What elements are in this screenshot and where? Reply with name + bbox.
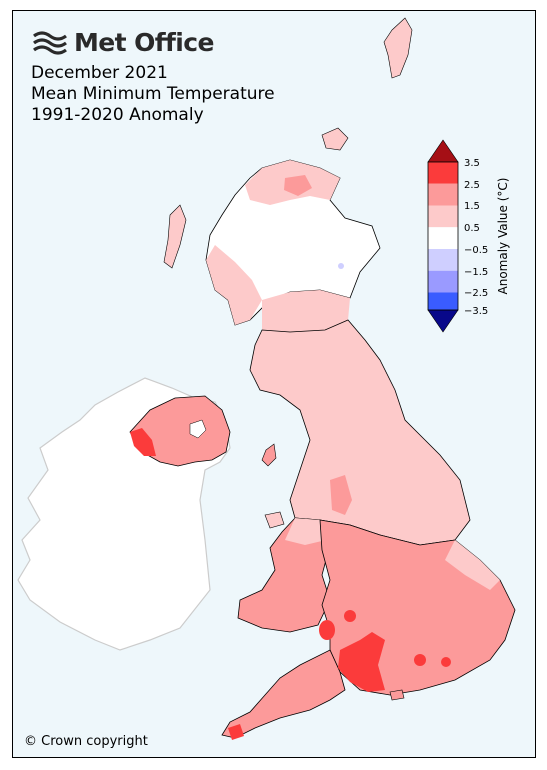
hampshire-warm-patch: [338, 632, 385, 692]
isle-of-wight: [389, 689, 405, 701]
colorbar: 3.5 2.5 1.5 0.5 −0.5 −1.5 −2.5 −3.5 Anom…: [427, 139, 510, 333]
colorbar-min-arrow: [427, 309, 459, 333]
colorbar-bin: [428, 183, 458, 206]
east-anglia-pale: [445, 540, 500, 590]
copyright-notice: © Crown copyright: [24, 734, 148, 749]
colorbar-bin: [428, 227, 458, 249]
colorbar-tick-label: 0.5: [464, 223, 480, 234]
map-title: December 2021 Mean Minimum Temperature 1…: [31, 63, 275, 126]
title-baseline: 1991-2020 Anomaly: [31, 105, 204, 125]
colorbar-max-arrow: [427, 139, 459, 163]
title-date: December 2021: [31, 63, 168, 83]
southern-scotland-north-england: [249, 319, 471, 546]
northern-ireland-warm-patch: [130, 428, 156, 456]
colorbar-tick-label: 2.5: [464, 180, 480, 191]
scotland-west-coast: [206, 245, 262, 325]
cornwall-warm-tip: [228, 724, 244, 740]
cotswolds-warm-spot: [344, 610, 356, 622]
cairngorms-cool-spot: [338, 263, 344, 269]
wales-north-pale: [285, 518, 326, 545]
colorbar-bin: [428, 249, 458, 271]
colorbar-title: Anomaly Value (°C): [496, 178, 510, 295]
colorbar-tick-label: −3.5: [464, 306, 488, 317]
isle-of-man: [261, 443, 277, 467]
colorbar-tick-label: −0.5: [464, 245, 488, 256]
colorbar-outline: [427, 161, 459, 311]
colorbar-tick-label: −2.5: [464, 288, 488, 299]
scotland-caithness-warm: [284, 175, 312, 196]
colorbar-tick-label: 1.5: [464, 201, 480, 212]
scotland-mid-band: [262, 290, 350, 332]
met-office-logo: Met Office: [32, 28, 214, 57]
colorbar-bin: [428, 162, 458, 184]
colorbar-bin: [428, 270, 458, 293]
severn-warm-spot: [319, 620, 335, 640]
orkney-islands: [321, 127, 349, 151]
surrey-warm-spot: [414, 654, 426, 666]
northern-ireland: [129, 395, 231, 467]
kent-warm-spot: [441, 657, 451, 667]
title-variable: Mean Minimum Temperature: [31, 84, 275, 104]
outer-hebrides: [163, 204, 187, 269]
shetland-islands: [383, 17, 413, 79]
south-west-england: [221, 649, 346, 739]
colorbar-tick-label: 3.5: [464, 158, 480, 169]
colorbar-bin: [428, 292, 458, 310]
lough-neagh: [189, 419, 207, 439]
lancashire-warm: [330, 475, 352, 515]
colorbar-bin: [428, 205, 458, 228]
anglesey: [264, 511, 285, 529]
colorbar-tick-label: −1.5: [464, 267, 488, 278]
brand-name: Met Office: [74, 28, 214, 57]
met-office-wave-logo-icon: [33, 30, 67, 55]
